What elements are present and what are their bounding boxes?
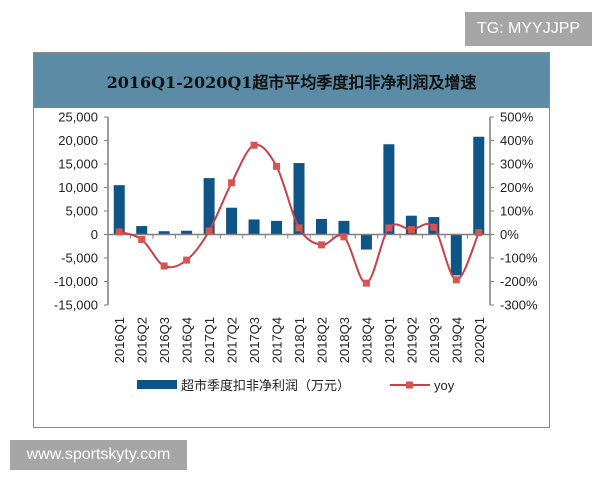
yoy-marker [228,179,236,187]
category-label: 2017Q3 [247,317,262,363]
category-label: 2016Q2 [135,317,150,363]
bar [271,220,283,235]
yoy-marker [362,279,370,287]
left-tick-label: -15,000 [54,298,98,313]
bar [315,218,327,235]
bar [181,230,193,235]
bar [450,234,462,276]
right-tick-label: -200% [500,274,538,289]
category-label: 2016Q4 [180,317,195,363]
yoy-marker [160,262,168,270]
category-label: 2019Q4 [449,317,464,363]
category-label: 2018Q4 [359,317,374,363]
bar [226,207,238,235]
right-tick-label: -100% [500,251,538,266]
bar [383,144,395,235]
left-tick-label: 10,000 [58,180,98,195]
category-label: 2019Q1 [382,317,397,363]
bar [360,234,372,250]
category-label: 2017Q1 [202,317,217,363]
bar [405,215,417,235]
right-tick-label: -300% [500,298,538,313]
yoy-marker [115,228,123,236]
left-tick-label: 25,000 [58,110,98,125]
yoy-marker [250,141,258,149]
bar [248,219,260,235]
left-tick-label: 5,000 [65,204,98,219]
category-label: 2019Q3 [427,317,442,363]
left-tick-label: 20,000 [58,133,98,148]
right-tick-label: 300% [500,157,534,172]
bar [136,226,148,235]
yoy-marker [273,162,281,170]
tg-watermark: TG: MYYJJPP [465,12,592,46]
chart-title: 2016Q1-2020Q1超市平均季度扣非净利润及增速 [106,72,477,92]
yoy-marker [295,224,303,232]
legend-bar-label: 超市季度扣非净利润（万元） [181,378,350,393]
left-tick-label: -5,000 [61,251,98,266]
left-tick-label: -10,000 [54,274,98,289]
yoy-marker [340,233,348,241]
bar [203,178,215,235]
yoy-marker [183,256,191,264]
bar [473,136,485,235]
legend-bar-swatch [137,380,177,389]
left-tick-label: 15,000 [58,157,98,172]
right-tick-label: 100% [500,204,534,219]
right-tick-label: 500% [500,110,534,125]
yoy-marker [317,241,325,249]
right-tick-label: 0% [500,227,519,242]
bar [338,220,350,235]
category-label: 2017Q2 [225,317,240,363]
category-label: 2018Q2 [314,317,329,363]
bar [113,185,125,235]
yoy-marker [452,276,460,284]
chart-frame: 2016Q1-2020Q1超市平均季度扣非净利润及增速 [33,52,550,428]
bar [293,163,305,235]
yoy-marker [407,226,415,234]
category-label: 2016Q3 [157,317,172,363]
category-label: 2019Q2 [404,317,419,363]
title-bar: 2016Q1-2020Q1超市平均季度扣非净利润及增速 [34,53,549,108]
bar [158,231,170,235]
yoy-marker [430,223,438,231]
legend-line-label: yoy [434,378,455,393]
category-label: 2017Q4 [270,317,285,363]
legend-line-marker [406,381,413,389]
category-label: 2016Q1 [112,317,127,363]
site-watermark: www.sportskyty.com [10,440,187,470]
yoy-marker [475,229,483,237]
category-label: 2018Q3 [337,317,352,363]
yoy-marker [138,235,146,243]
category-label: 2018Q1 [292,317,307,363]
left-tick-label: 0 [91,227,98,242]
category-label: 2020Q1 [472,317,487,363]
yoy-marker [385,224,393,232]
right-tick-label: 200% [500,180,534,195]
yoy-marker [205,227,213,235]
right-tick-label: 400% [500,133,534,148]
